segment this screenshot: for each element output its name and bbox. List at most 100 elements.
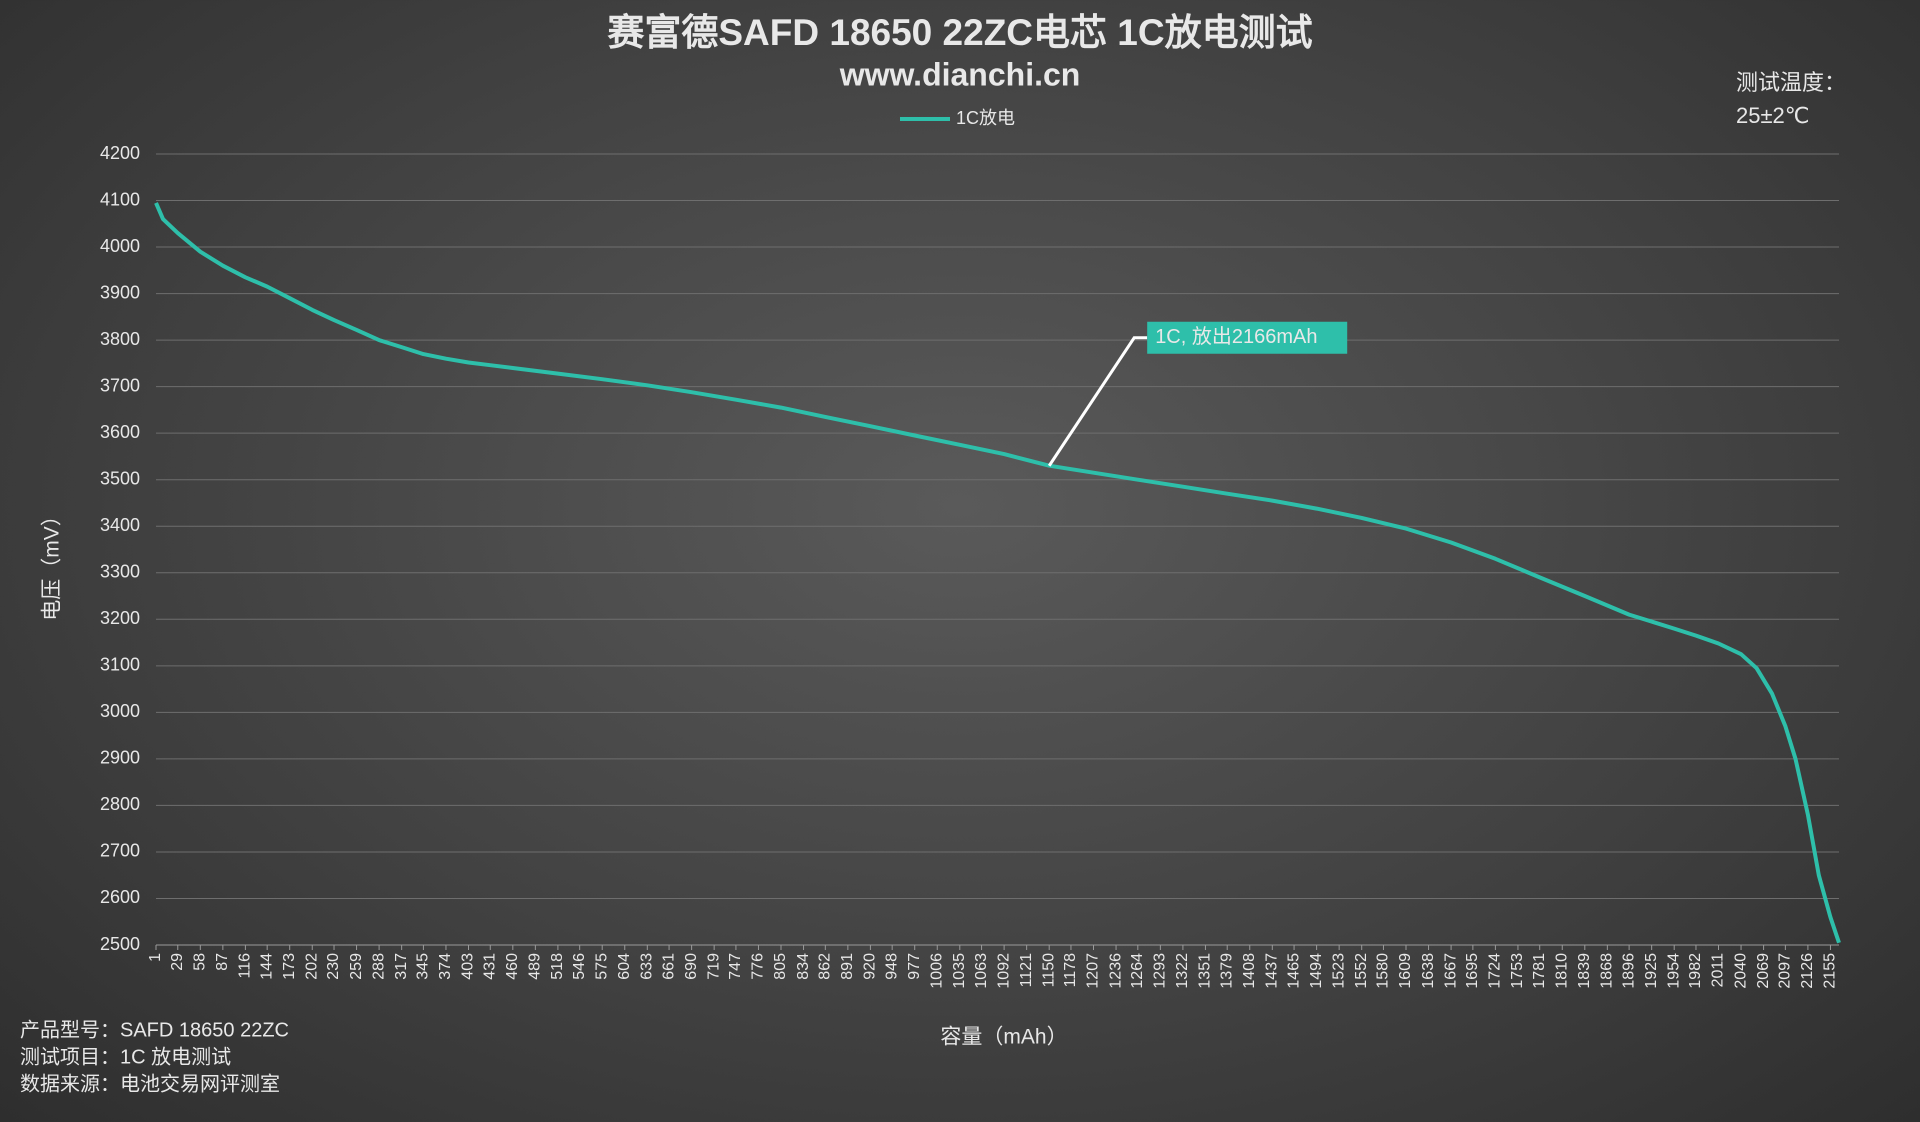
x-tick-label: 1609 [1397,953,1414,989]
x-tick-label: 834 [795,953,812,980]
y-tick-label: 4200 [100,143,140,163]
x-tick-label: 1580 [1375,953,1392,989]
annotation-text: 1C, 放出2166mAh [1155,325,1317,348]
x-tick-label: 1236 [1107,953,1124,989]
x-tick-label: 1322 [1174,953,1191,989]
x-tick-label: 1896 [1620,953,1637,989]
data-line [154,202,1841,944]
x-tick-label: 575 [593,953,610,980]
y-tick-label: 2600 [100,887,140,907]
x-tick-label: 690 [683,953,700,980]
x-tick-label: 948 [883,953,900,980]
temperature-value: 25±2℃ [1736,103,1810,128]
y-tick-label: 2700 [100,841,140,861]
y-tick-label: 3500 [100,468,140,488]
x-tick-label: 1121 [1018,953,1035,988]
x-tick-label: 920 [862,953,879,980]
x-tick-label: 2040 [1732,953,1749,989]
x-tick-label: 431 [481,953,498,980]
x-tick-label: 1925 [1643,953,1660,989]
footer-text: 数据来源：电池交易网评测室 [20,1072,280,1095]
x-tick-label: 1638 [1420,953,1437,989]
y-tick-label: 3600 [100,422,140,442]
x-tick-label: 1207 [1085,953,1102,989]
x-tick-label: 1954 [1665,953,1682,989]
x-tick-label: 518 [549,953,566,980]
x-tick-label: 1465 [1285,953,1302,989]
x-tick-label: 1408 [1241,953,1258,989]
x-tick-label: 1150 [1040,953,1057,988]
y-tick-label: 2500 [100,934,140,954]
y-tick-label: 3700 [100,375,140,395]
x-axis-label: 容量（mAh） [940,1026,1067,1049]
x-tick-label: 1178 [1062,953,1079,988]
x-tick-label: 288 [370,953,387,980]
x-tick-label: 776 [750,953,767,980]
y-tick-label: 2900 [100,748,140,768]
x-tick-label: 747 [727,953,744,980]
x-tick-label: 1552 [1353,953,1370,989]
x-tick-label: 1264 [1129,953,1146,989]
x-tick-label: 2126 [1799,953,1816,989]
x-tick-label: 259 [348,953,365,980]
x-tick-label: 805 [772,953,789,980]
x-tick-label: 891 [839,953,856,980]
temperature-label: 测试温度： [1736,70,1846,95]
x-tick-label: 87 [214,953,231,971]
x-tick-label: 1006 [928,953,945,989]
x-tick-label: 1494 [1308,953,1325,989]
x-tick-label: 977 [906,953,923,980]
footer-text: 产品型号：SAFD 18650 22ZC [20,1018,289,1041]
x-tick-label: 2011 [1710,953,1727,988]
y-tick-label: 3100 [100,655,140,675]
chart-subtitle: www.dianchi.cn [839,56,1081,92]
y-tick-label: 2800 [100,794,140,814]
y-axis-label: 电压（mV） [41,505,64,621]
x-tick-label: 1379 [1218,953,1235,989]
x-tick-label: 1667 [1442,953,1459,989]
x-tick-label: 2069 [1755,953,1772,989]
x-tick-label: 403 [460,953,477,980]
x-tick-label: 460 [504,953,521,980]
x-tick-label: 2155 [1822,953,1839,989]
x-tick-label: 116 [237,953,254,979]
x-tick-label: 317 [393,953,410,980]
x-tick-label: 661 [660,953,677,980]
x-tick-label: 1810 [1553,953,1570,989]
x-tick-label: 1695 [1464,953,1481,989]
x-tick-label: 1753 [1509,953,1526,989]
x-tick-label: 546 [571,953,588,980]
x-tick-label: 1437 [1264,953,1281,989]
x-tick-label: 374 [437,953,454,980]
x-tick-label: 1092 [995,953,1012,989]
annotation-leader [1047,336,1148,467]
x-tick-label: 862 [817,953,834,980]
x-tick-label: 1 [147,953,164,962]
x-tick-label: 1982 [1687,953,1704,989]
annotation-box [1147,321,1348,354]
x-tick-label: 604 [616,953,633,980]
legend-label: 1C放电 [956,108,1015,128]
y-tick-label: 3800 [100,329,140,349]
x-tick-label: 1724 [1487,953,1504,989]
footer-text: 测试项目：1C 放电测试 [20,1045,231,1068]
y-tick-label: 3300 [100,562,140,582]
x-tick-label: 2097 [1777,953,1794,989]
x-tick-label: 1035 [951,953,968,989]
x-tick-label: 489 [527,953,544,980]
x-tick-label: 1351 [1197,953,1214,989]
x-tick-label: 1523 [1330,953,1347,989]
x-tick-label: 202 [303,953,320,980]
x-tick-label: 719 [705,953,722,980]
x-tick-label: 29 [169,953,186,971]
x-tick-label: 345 [415,953,432,980]
x-tick-label: 1839 [1576,953,1593,989]
y-tick-label: 3000 [100,701,140,721]
x-tick-label: 1781 [1531,953,1548,989]
y-tick-label: 3400 [100,515,140,535]
x-tick-label: 1063 [973,953,990,989]
x-tick-label: 230 [325,953,342,980]
x-tick-label: 173 [281,953,298,980]
chart-title: 赛富德SAFD 18650 22ZC电芯 1C放电测试 [607,11,1312,53]
